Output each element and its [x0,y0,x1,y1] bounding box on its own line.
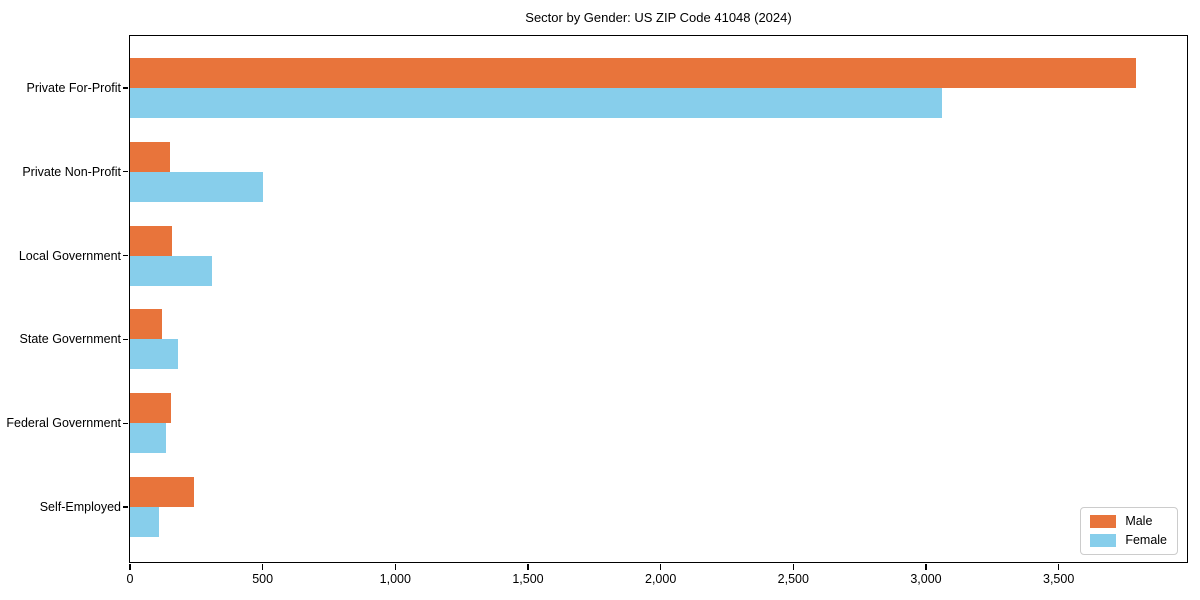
bar-female-0 [130,88,942,118]
bar-female-3 [130,339,178,370]
bar-male-3 [130,309,162,340]
x-axis-tick-label: 2,500 [777,572,809,586]
legend: Male Female [1080,507,1178,555]
bar-male-1 [130,141,170,172]
bar-male-4 [130,393,172,424]
x-axis-tick-label: 3,000 [910,572,942,586]
bar-male-5 [130,477,194,507]
legend-label-female: Female [1125,533,1167,548]
legend-item-female: Female [1090,534,1167,547]
legend-swatch-female-icon [1090,534,1117,547]
bar-female-1 [130,171,263,202]
y-axis-tick [123,171,128,173]
y-axis-category-label: Local Government [18,248,121,263]
x-axis-tick [792,564,794,570]
y-axis-tick [123,87,128,89]
x-axis-tick-label: 3,500 [1043,572,1075,586]
y-axis-category-label: Self-Employed [39,500,121,514]
y-axis-tick [123,422,128,424]
x-axis-tick [1057,564,1060,570]
x-axis-tick [129,564,131,570]
x-axis-tick-label: 0 [126,572,134,586]
y-axis-tick [123,254,128,257]
x-axis-tick-label: 500 [252,572,274,586]
x-axis-tick-label: 1,500 [512,572,544,586]
x-axis-tick [262,564,264,570]
bar-female-4 [130,423,166,454]
y-axis-tick [123,338,128,341]
x-axis-tick-label: 2,000 [645,572,677,586]
y-axis-category-label: State Government [19,332,121,347]
bar-female-2 [130,255,213,286]
legend-item-male: Male [1090,515,1167,528]
x-axis-tick [527,564,529,570]
y-axis-category-label: Private Non-Profit [22,164,121,179]
x-axis-tick [925,564,927,570]
x-axis-tick [394,564,396,570]
chart-title: Sector by Gender: US ZIP Code 41048 (202… [525,10,792,25]
x-axis-tick-label: 1,000 [379,572,411,586]
x-axis-tick [660,564,662,570]
bar-male-2 [130,225,173,256]
y-axis-category-label: Private For-Profit [26,81,121,95]
legend-label-male: Male [1125,514,1153,529]
bar-male-0 [130,58,1136,88]
bar-female-5 [130,507,160,537]
y-axis-category-label: Federal Government [6,416,121,431]
plot-area: Male Female Private For-Profit Private No… [6,35,1188,586]
legend-swatch-male-icon [1090,515,1117,528]
y-axis-tick [123,506,128,508]
